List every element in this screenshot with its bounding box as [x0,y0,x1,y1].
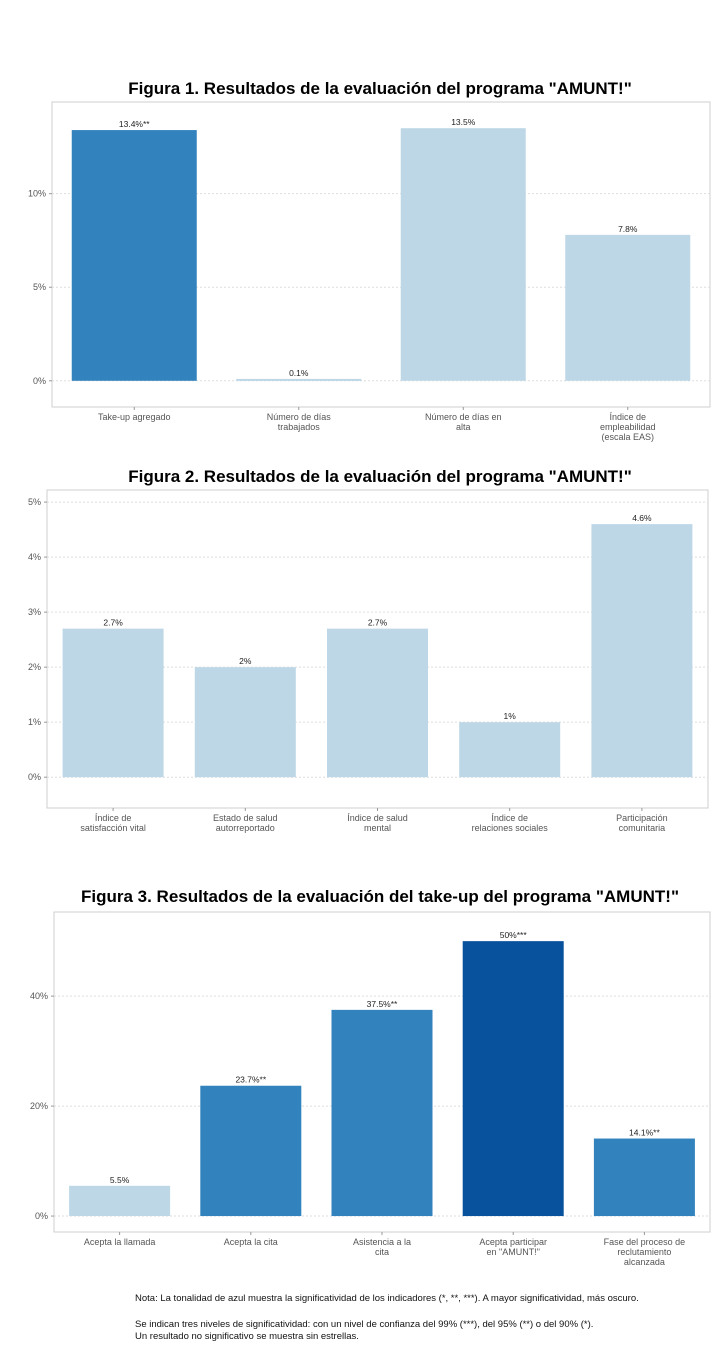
x-tick-label-line: comunitaria [619,823,666,833]
bar-value-label: 1% [504,711,517,721]
bar [236,378,362,381]
x-tick-label: Número de días trabajados [267,412,332,432]
y-tick-label: 0% [35,1211,48,1221]
bar [400,128,526,381]
bar [331,1009,433,1217]
figure-2-plot: 0%1%2%3%4%5%2.7%Índice de satisfacción vi… [28,489,709,833]
x-tick-label: Participación comunitaria [616,813,668,833]
note-line-1: Nota: La tonalidad de azul muestra la si… [135,1293,639,1304]
figure-1-title: Figura 1. Resultados de la evaluación de… [128,79,632,98]
note-line-2: Se indican tres niveles de significativi… [135,1319,594,1330]
x-tick-label-line: mental [364,823,391,833]
y-tick-label: 3% [28,607,41,617]
x-tick-label-line: Índice de [491,813,528,823]
y-tick-label: 40% [30,991,48,1001]
x-tick-label-line: Índice de [609,412,646,422]
x-tick-label-line: relaciones sociales [472,823,549,833]
x-tick-label-line: alta [456,422,471,432]
x-tick-label-line: autorreportado [216,823,275,833]
bar [565,234,691,381]
x-tick-label-line: Acepta participar [479,1237,547,1247]
figure-3-plot: 0% 20% 40% 5.5% Acepta la llamada 23.7%** Acep… [30,911,711,1267]
y-tick-label: 4% [28,552,41,562]
y-tick-label: 5% [33,282,46,292]
bar-value-label: 13.4%** [119,119,150,129]
x-tick-label-line: Acepta la cita [224,1237,278,1247]
x-tick-label-line: Asistencia a la [353,1237,411,1247]
bar [462,941,564,1217]
x-tick-label-line: Participación [616,813,668,823]
bar-value-label: 5.5% [110,1175,130,1185]
y-tick-label: 1% [28,717,41,727]
bar-value-label: 37.5%** [367,999,398,1009]
bar [71,130,197,381]
x-tick-label: Take-up agregado [98,412,171,422]
x-tick-label: Índice de satisfacción vital [80,813,146,833]
x-tick-label-line: empleabilidad [600,422,656,432]
x-tick-label: Índice de salud mental [347,813,408,833]
x-tick-label-line: en "AMUNT!" [486,1247,539,1257]
x-tick-label: Fase del proceso de reclutamiento alcanzad… [604,1237,686,1267]
note-line-3: Un resultado no significativo se muestra… [135,1331,359,1342]
x-tick-label-line: Estado de salud [213,813,278,823]
x-tick-label-line: trabajados [278,422,321,432]
x-tick-label-line: Índice de [95,813,132,823]
bar-value-label: 7.8% [618,224,638,234]
bar-value-label: 23.7%** [235,1075,266,1085]
bar [593,1138,695,1217]
x-tick-label-line: reclutamiento [617,1247,671,1257]
x-tick-label-line: Número de días en [425,412,502,422]
y-tick-label: 10% [28,189,46,199]
figure-2-title: Figura 2. Resultados de la evaluación de… [128,467,632,486]
bar-value-label: 2.7% [368,618,388,628]
bar [200,1085,302,1217]
bar-value-label: 0.1% [289,368,309,378]
x-tick-label-line: cita [375,1247,389,1257]
bar-value-label: 2% [239,656,252,666]
x-tick-label-line: alcanzada [624,1257,665,1267]
x-tick-label: Acepta la llamada [84,1237,156,1247]
bar [194,667,296,778]
bar [69,1185,171,1217]
x-tick-label: Asistencia a la cita [353,1237,411,1257]
x-tick-label: Índice de empleabilidad (escala EAS) [600,412,656,442]
bar-value-label: 13.5% [451,117,476,127]
bar-value-label: 2.7% [103,618,123,628]
x-tick-label: Índice de relaciones sociales [472,813,549,833]
y-tick-label: 20% [30,1101,48,1111]
x-tick-label-line: Fase del proceso de [604,1237,686,1247]
y-tick-label: 2% [28,662,41,672]
x-tick-label: Número de días en alta [425,412,502,432]
y-tick-label: 5% [28,497,41,507]
plot-panel-border [51,101,711,408]
x-tick-label: Estado de salud autorreportado [213,813,278,833]
y-tick-label: 0% [33,376,46,386]
bar-value-label: 50%*** [500,930,528,940]
bar [591,524,693,778]
bar-value-label: 14.1%** [629,1128,660,1138]
x-tick-label-line: Take-up agregado [98,412,171,422]
x-tick-label-line: (escala EAS) [601,432,654,442]
bar [459,722,561,778]
x-tick-label-line: Número de días [267,412,332,422]
x-tick-label-line: Acepta la llamada [84,1237,156,1247]
x-tick-label-line: satisfacción vital [80,823,146,833]
bar-value-label: 4.6% [632,513,652,523]
x-tick-label: Acepta la cita [224,1237,278,1247]
bar [62,628,164,778]
figure-1-plot: 0% 5% 10% 13.4%** Take-up agregado 0.1% Número… [28,101,711,442]
bar [327,628,428,778]
x-tick-label: Acepta participar en "AMUNT!" [479,1237,547,1257]
figure-3-title: Figura 3. Resultados de la evaluación de… [80,887,680,906]
y-tick-label: 0% [28,772,41,782]
x-tick-label-line: Índice de salud [347,813,408,823]
